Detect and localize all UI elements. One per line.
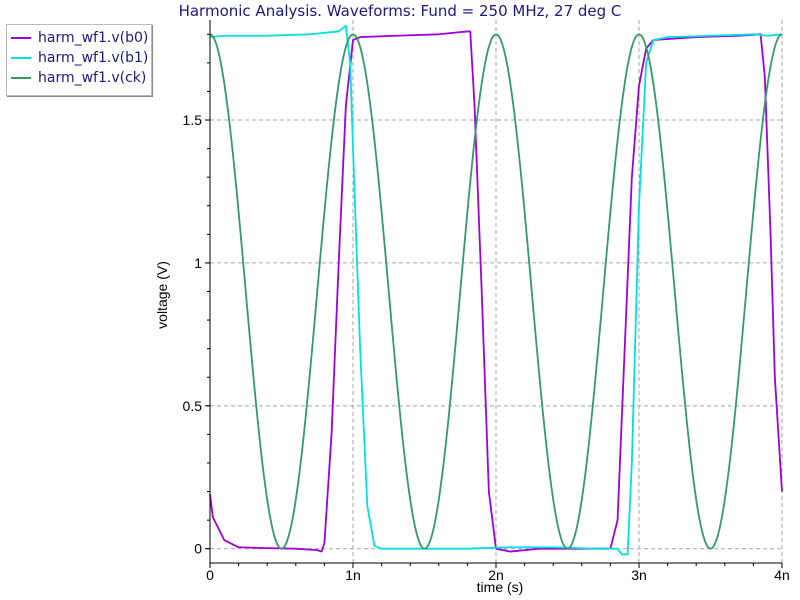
chart-title: Harmonic Analysis. Waveforms: Fund = 250… xyxy=(178,2,622,20)
y-tick-label: 1 xyxy=(194,255,202,271)
legend-label-b0: harm_wf1.v(b0) xyxy=(38,30,149,46)
legend-item-b1[interactable]: harm_wf1.v(b1) xyxy=(11,49,148,67)
series-line-b1 xyxy=(209,24,783,556)
series-line-b0 xyxy=(209,30,783,553)
y-tick-label: 0.5 xyxy=(183,398,203,414)
legend: harm_wf1.v(b0) harm_wf1.v(b1) harm_wf1.v… xyxy=(6,24,152,96)
series-line-ck xyxy=(209,33,783,550)
legend-swatch-ck xyxy=(11,77,31,79)
y-axis-label: voltage (V) xyxy=(154,261,170,329)
x-tick-label: 2n xyxy=(488,567,504,583)
legend-swatch-b0 xyxy=(11,37,31,39)
legend-label-ck: harm_wf1.v(ck) xyxy=(38,70,147,86)
legend-item-ck[interactable]: harm_wf1.v(ck) xyxy=(11,69,146,87)
x-tick-label: 4n xyxy=(774,567,790,583)
x-axis-label: time (s) xyxy=(477,579,524,595)
x-tick-label: 1n xyxy=(345,567,361,583)
grid-layer xyxy=(210,20,783,563)
y-tick-label: 0 xyxy=(194,541,202,557)
legend-item-b0[interactable]: harm_wf1.v(b0) xyxy=(11,29,148,47)
legend-label-b1: harm_wf1.v(b1) xyxy=(38,50,149,66)
y-tick-label: 1.5 xyxy=(183,112,203,128)
axis-layer: 0 1n 2n 3n 4n 0 0.5 1 1.5 xyxy=(183,20,790,583)
x-tick-label: 0 xyxy=(206,567,214,583)
legend-swatch-b1 xyxy=(11,57,31,59)
series-layer xyxy=(209,24,783,556)
x-tick-label: 3n xyxy=(631,567,647,583)
